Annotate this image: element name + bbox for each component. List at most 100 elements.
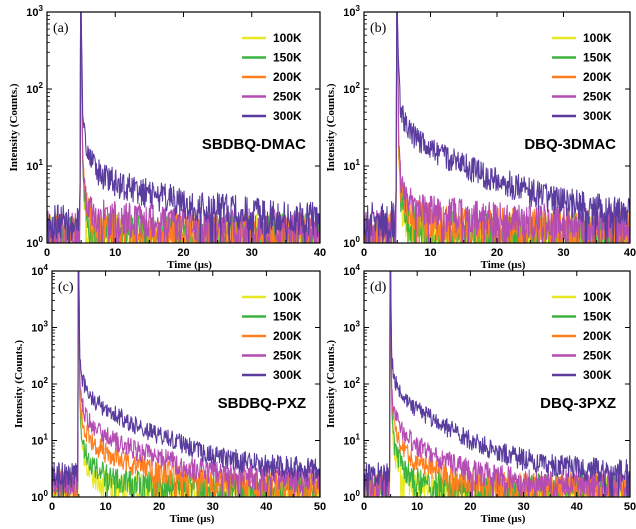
panel-label: (b) bbox=[370, 21, 387, 36]
y-tick-label: 100 bbox=[31, 489, 48, 504]
x-tick-label: 20 bbox=[464, 501, 476, 513]
legend-label: 200K bbox=[583, 329, 612, 343]
y-tick-exponent: 4 bbox=[44, 263, 49, 272]
series-group bbox=[364, 271, 630, 497]
x-tick-label: 10 bbox=[411, 501, 423, 513]
x-tick-label: 0 bbox=[44, 247, 50, 259]
series-line-300K bbox=[47, 12, 320, 243]
x-tick-label: 40 bbox=[571, 501, 583, 513]
legend: 100K 150K 200K 250K 300K bbox=[552, 290, 612, 382]
series-group bbox=[364, 12, 630, 243]
y-tick-label: 103 bbox=[31, 320, 48, 335]
x-tick-label: 10 bbox=[109, 247, 121, 259]
x-tick-label: 0 bbox=[361, 247, 367, 259]
y-tick-label: 103 bbox=[26, 4, 43, 19]
legend-label: 250K bbox=[273, 90, 302, 104]
legend-label: 200K bbox=[583, 70, 612, 84]
y-tick-label: 100 bbox=[343, 489, 360, 504]
y-tick-exponent: 3 bbox=[356, 4, 361, 13]
series-line-200K bbox=[52, 271, 320, 497]
y-tick-label: 102 bbox=[26, 81, 43, 96]
legend-label: 150K bbox=[273, 51, 302, 65]
x-tick-label: 10 bbox=[99, 501, 111, 513]
series-group bbox=[47, 12, 320, 243]
y-tick-exponent: 0 bbox=[44, 489, 49, 498]
sample-name: SBDBQ-PXZ bbox=[218, 395, 306, 412]
y-tick-label: 101 bbox=[26, 158, 43, 173]
x-axis-title: Time (μs) bbox=[170, 513, 215, 525]
x-axis-title: Time (μs) bbox=[167, 259, 212, 271]
x-axis-title: Time (μs) bbox=[481, 513, 526, 525]
legend-label: 300K bbox=[583, 109, 612, 123]
y-tick-label: 101 bbox=[31, 433, 48, 448]
y-tick-label: 103 bbox=[343, 320, 360, 335]
panel-label: (c) bbox=[58, 280, 74, 295]
y-tick-exponent: 0 bbox=[356, 489, 361, 498]
x-tick-label: 20 bbox=[177, 247, 189, 259]
x-tick-label: 20 bbox=[491, 247, 503, 259]
y-tick-exponent: 3 bbox=[356, 320, 361, 329]
series-group bbox=[52, 271, 320, 497]
legend-label: 200K bbox=[273, 329, 302, 343]
legend-label: 100K bbox=[273, 31, 302, 45]
x-tick-label: 30 bbox=[517, 501, 529, 513]
x-tick-label: 40 bbox=[314, 247, 326, 259]
x-tick-label: 0 bbox=[49, 501, 55, 513]
y-tick-label: 103 bbox=[343, 4, 360, 19]
y-axis-title: Intensity (Counts.) bbox=[325, 83, 337, 171]
legend: 100K 150K 200K 250K 300K bbox=[242, 290, 302, 382]
panel-label: (a) bbox=[53, 21, 69, 36]
series-line-250K bbox=[47, 12, 320, 243]
sample-name: DBQ-3DMAC bbox=[524, 136, 616, 153]
y-tick-exponent: 3 bbox=[44, 320, 49, 329]
y-tick-exponent: 1 bbox=[44, 433, 49, 442]
sample-name: DBQ-3PXZ bbox=[540, 395, 616, 412]
series-line-300K bbox=[52, 271, 320, 497]
legend-label: 150K bbox=[583, 310, 612, 324]
x-tick-label: 30 bbox=[207, 501, 219, 513]
panel-label: (d) bbox=[370, 280, 387, 295]
y-tick-exponent: 3 bbox=[39, 4, 44, 13]
y-tick-label: 102 bbox=[343, 81, 360, 96]
legend-label: 300K bbox=[583, 368, 612, 382]
y-tick-label: 101 bbox=[343, 158, 360, 173]
x-tick-label: 30 bbox=[246, 247, 258, 259]
series-line-200K bbox=[364, 271, 630, 497]
series-line-300K bbox=[364, 12, 630, 243]
x-tick-label: 50 bbox=[624, 501, 636, 513]
y-axis-title: Intensity (Counts.) bbox=[13, 340, 25, 428]
y-tick-exponent: 0 bbox=[356, 235, 361, 244]
x-tick-label: 0 bbox=[361, 501, 367, 513]
y-tick-exponent: 2 bbox=[44, 376, 49, 385]
y-tick-label: 101 bbox=[343, 433, 360, 448]
y-tick-exponent: 4 bbox=[356, 263, 361, 272]
legend: 100K 150K 200K 250K 300K bbox=[552, 31, 612, 123]
legend-label: 100K bbox=[273, 290, 302, 304]
x-tick-label: 10 bbox=[424, 247, 436, 259]
y-axis-title: Intensity (Counts.) bbox=[325, 340, 337, 428]
x-tick-label: 50 bbox=[314, 501, 326, 513]
x-tick-label: 40 bbox=[260, 501, 272, 513]
y-tick-exponent: 2 bbox=[39, 81, 44, 90]
legend-label: 100K bbox=[583, 31, 612, 45]
y-tick-exponent: 2 bbox=[356, 376, 361, 385]
legend-label: 150K bbox=[273, 310, 302, 324]
legend-label: 300K bbox=[273, 368, 302, 382]
sample-name: SBDBQ-DMAC bbox=[202, 136, 306, 153]
legend-label: 150K bbox=[583, 51, 612, 65]
legend-label: 200K bbox=[273, 70, 302, 84]
y-tick-exponent: 1 bbox=[356, 433, 361, 442]
x-axis-title: Time (μs) bbox=[481, 259, 526, 271]
x-tick-label: 40 bbox=[624, 247, 636, 259]
y-axis-title: Intensity (Counts.) bbox=[8, 83, 20, 171]
legend-label: 100K bbox=[583, 290, 612, 304]
y-tick-label: 104 bbox=[343, 263, 360, 278]
y-tick-label: 102 bbox=[31, 376, 48, 391]
y-tick-exponent: 1 bbox=[39, 158, 44, 167]
y-tick-exponent: 1 bbox=[356, 158, 361, 167]
legend-label: 250K bbox=[583, 349, 612, 363]
